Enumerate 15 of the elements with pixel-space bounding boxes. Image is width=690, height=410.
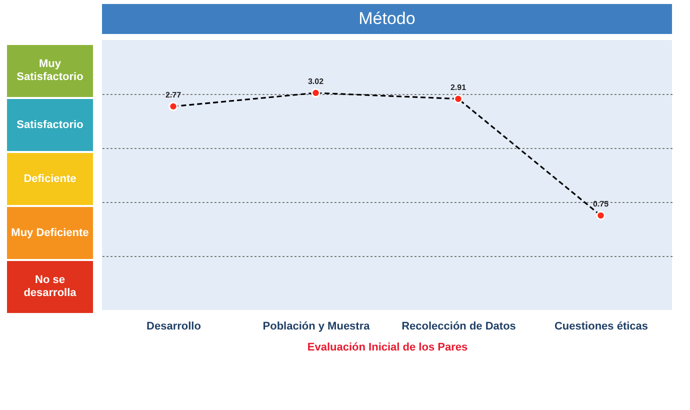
- data-label: 0.75: [592, 200, 610, 208]
- x-tick-label: Cuestiones éticas: [554, 320, 648, 332]
- text: No se desarrolla: [6, 260, 94, 314]
- x-axis-title: Evaluación Inicial de los Pares: [307, 342, 468, 354]
- text: Satisfactorio: [6, 98, 94, 152]
- chart-title: Método: [102, 4, 672, 34]
- data-label: 3.02: [308, 76, 324, 86]
- text: Muy Satisfactorio: [6, 44, 94, 98]
- x-tick-label: Desarrollo: [146, 320, 202, 332]
- text: Deficiente: [6, 152, 94, 206]
- x-tick-label: Recolección de Datos: [402, 320, 516, 332]
- x-tick-label: Población y Muestra: [262, 320, 371, 332]
- data-label: 2.91: [450, 82, 467, 92]
- data-label: 2.77: [165, 90, 182, 100]
- text: Muy Deficiente: [6, 206, 94, 260]
